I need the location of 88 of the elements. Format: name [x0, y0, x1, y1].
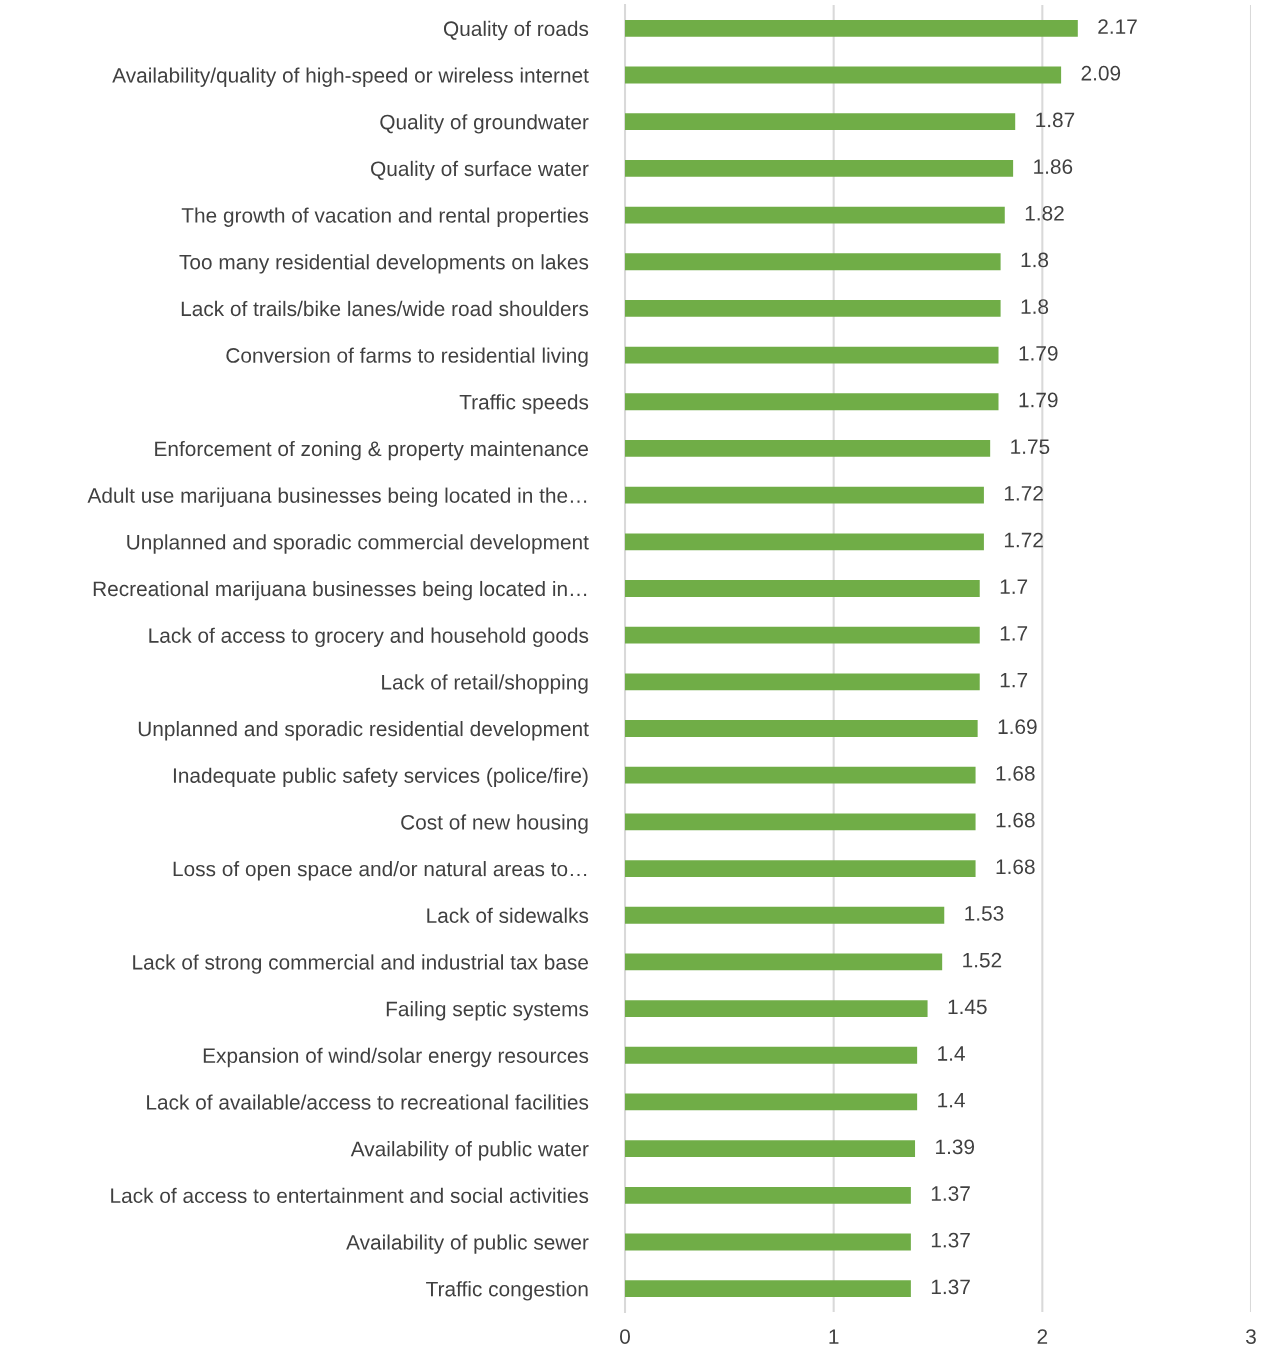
y-tick-label: Availability of public sewer — [346, 1234, 589, 1254]
data-label: 1.7 — [1000, 672, 1028, 688]
bar — [625, 533, 984, 551]
data-label: 1.86 — [1034, 159, 1073, 174]
data-label: 1.87 — [1036, 112, 1075, 128]
bar — [625, 766, 976, 784]
data-label: 1.53 — [965, 906, 1004, 921]
y-tick-label: Quality of surface water — [371, 160, 589, 181]
y-tick-label: The growth of vacation and rental properties — [181, 207, 589, 227]
bar — [625, 19, 1078, 37]
y-tick-label: Lack of strong commercial and industrial tax base — [133, 954, 588, 974]
bar — [625, 159, 1014, 177]
data-label: 1.39 — [936, 1139, 975, 1155]
y-tick-label: Inadequate public safety services (police/fire) — [173, 767, 588, 788]
bar — [625, 1233, 911, 1251]
x-tick-label: 1 — [829, 1329, 839, 1344]
y-tick-label: Lack of available/access to recreational facilities — [147, 1094, 589, 1110]
data-label: 1.8 — [1021, 299, 1049, 314]
y-tick-label: Unplanned and sporadic commercial development — [127, 534, 589, 554]
bar — [625, 486, 984, 504]
data-label: 1.68 — [996, 766, 1035, 781]
data-label: 1.37 — [931, 1232, 970, 1248]
y-tick-label: Loss of open space and/or natural areas to… — [173, 861, 587, 881]
data-label: 1.82 — [1025, 205, 1064, 221]
bar — [625, 393, 999, 411]
y-tick-label: Expansion of wind/solar energy resources — [203, 1047, 589, 1068]
bar — [625, 860, 976, 877]
data-label: 1.72 — [1004, 485, 1043, 501]
x-tick-label: 3 — [1246, 1329, 1256, 1344]
bar — [625, 906, 945, 924]
data-label: 1.79 — [1019, 392, 1058, 408]
y-tick-label: Lack of sidewalks — [427, 907, 589, 923]
y-tick-label: Quality of roads — [443, 20, 589, 41]
data-label: 1.45 — [948, 999, 987, 1015]
data-label: 1.68 — [996, 812, 1035, 828]
bar — [625, 673, 980, 691]
y-tick-label: Availability/quality of high-speed or wireless internet — [112, 67, 589, 87]
data-label: 1.4 — [938, 1046, 965, 1061]
y-tick-label: Availability of public water — [350, 1141, 589, 1161]
data-label: 2.17 — [1098, 19, 1137, 34]
y-tick-label: Lack of trails/bike lanes/wide road shoulders — [181, 300, 589, 317]
y-tick-label: Too many residential developments on lakes — [179, 254, 589, 274]
y-tick-label: Quality of groundwater — [380, 114, 589, 134]
y-tick-label: Failing septic systems — [386, 1001, 589, 1021]
data-label: 1.7 — [1000, 626, 1028, 641]
y-tick-label: Conversion of farms to residential living — [226, 347, 588, 367]
bar — [625, 1000, 928, 1017]
bar — [625, 346, 999, 364]
y-tick-label: Adult use marijuana businesses being located in the… — [87, 487, 587, 507]
bar — [625, 253, 1001, 271]
y-tick-label: Unplanned and sporadic residential development — [138, 720, 589, 741]
data-label: 1.69 — [998, 719, 1037, 735]
y-tick-label: Lack of access to grocery and household goods — [149, 627, 589, 648]
data-label: 1.52 — [963, 952, 1002, 968]
x-tick-label: 2 — [1037, 1329, 1048, 1344]
bar — [625, 1093, 918, 1111]
bar — [625, 720, 978, 737]
y-tick-label: Cost of new housing — [401, 814, 588, 834]
bar — [625, 440, 991, 457]
data-label: 1.4 — [938, 1093, 965, 1108]
data-label: 1.72 — [1004, 532, 1043, 548]
bar — [625, 1280, 911, 1298]
y-tick-label: Lack of access to entertainment and social activities — [111, 1187, 589, 1204]
bar — [625, 66, 1062, 84]
y-tick-label: Traffic speeds — [459, 394, 589, 414]
data-label: 1.8 — [1021, 252, 1049, 268]
bar — [625, 953, 943, 971]
bar — [625, 813, 976, 831]
data-label: 1.75 — [1011, 439, 1050, 455]
x-tick-label: 0 — [620, 1329, 630, 1344]
bar — [625, 580, 980, 597]
data-label: 1.7 — [1000, 579, 1028, 594]
bar — [625, 300, 1001, 317]
y-tick-label: Recreational marijuana businesses being located in… — [93, 580, 587, 601]
bar — [625, 206, 1005, 224]
bar — [625, 1046, 918, 1064]
bar — [625, 626, 980, 644]
bar — [625, 1186, 911, 1204]
data-label: 1.68 — [996, 859, 1035, 875]
y-tick-label: Traffic congestion — [426, 1281, 588, 1301]
bar — [625, 1140, 916, 1158]
y-tick-label: Lack of retail/shopping — [382, 674, 588, 694]
data-label: 1.37 — [931, 1279, 970, 1295]
bar — [625, 113, 1016, 131]
data-label: 1.37 — [931, 1186, 970, 1201]
data-label: 1.79 — [1019, 345, 1058, 361]
data-label: 2.09 — [1081, 65, 1121, 81]
y-tick-label: Enforcement of zoning & property maintenance — [155, 440, 588, 461]
